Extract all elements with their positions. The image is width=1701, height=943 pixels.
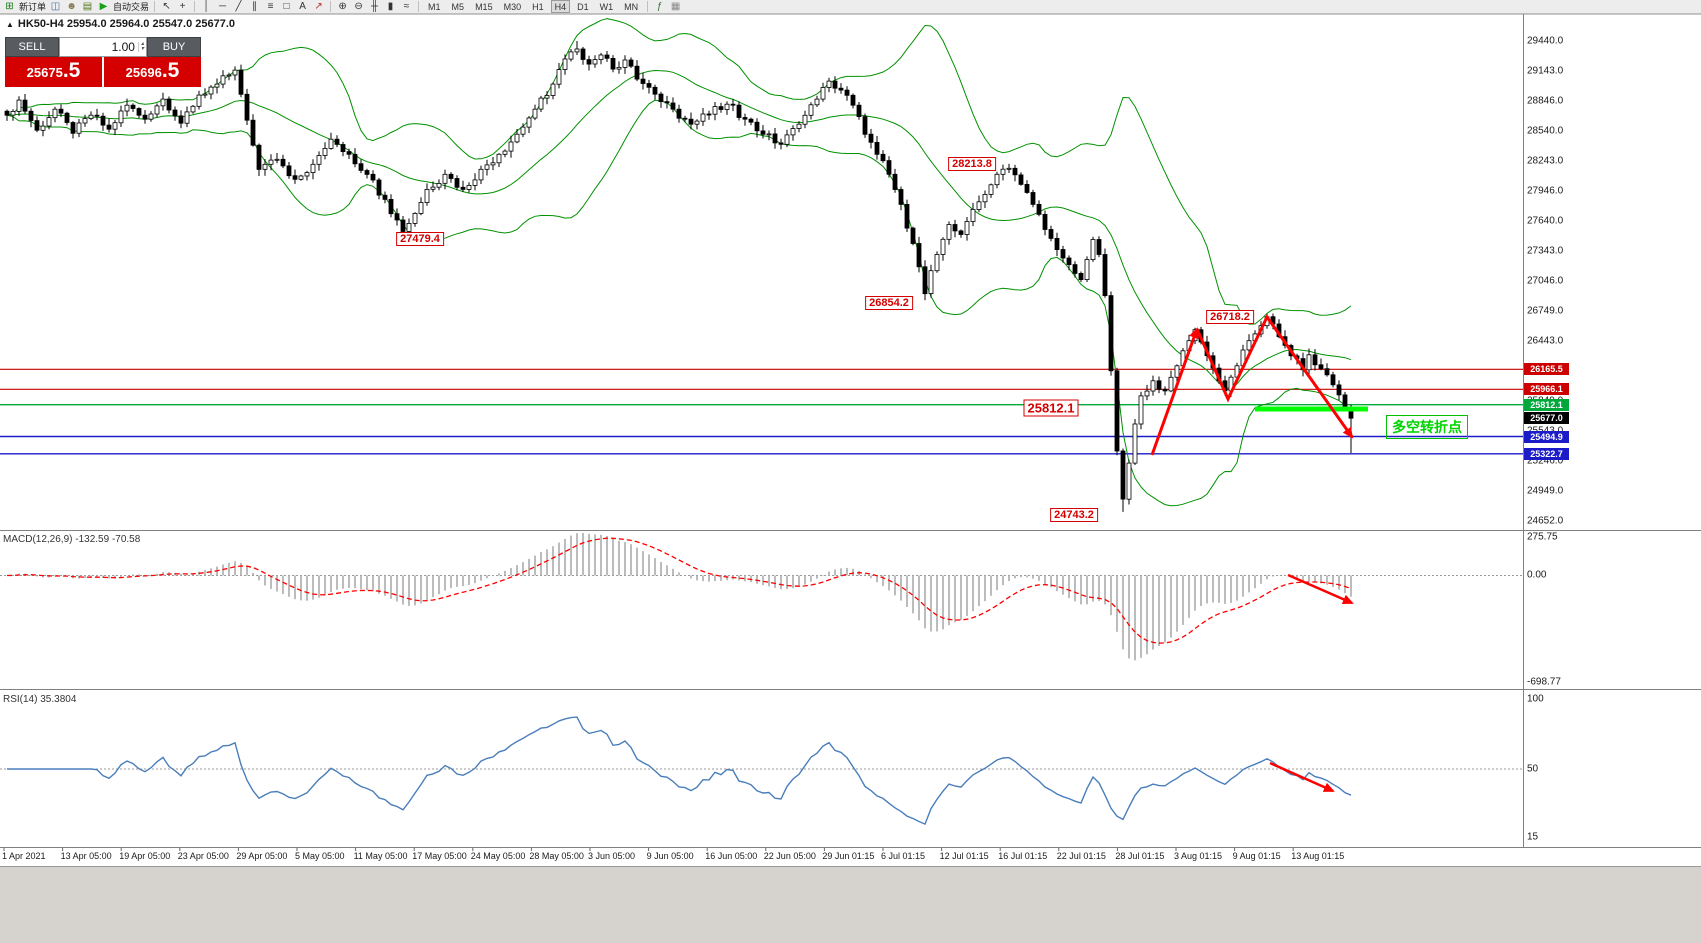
volume-down-icon[interactable]: ▾: [140, 46, 144, 52]
tf-M1[interactable]: M1: [428, 2, 441, 12]
trend-arrow-2: [1195, 314, 1354, 439]
symbol-info: ▲ HK50-H4 25954.0 25964.0 25547.0 25677.…: [6, 18, 235, 30]
volume-value: 1.00: [111, 40, 135, 54]
toolbar-separator: [647, 1, 649, 12]
new-order-label: 新订单: [19, 2, 47, 12]
symbol-marker-icon: ▲: [6, 19, 14, 29]
zoom-in-icon[interactable]: ⊕: [338, 1, 347, 12]
sell-price-main: 25675: [26, 65, 63, 80]
sell-price-button[interactable]: 25675.5: [5, 57, 102, 87]
buy-price-button[interactable]: 25696.5: [104, 57, 201, 87]
channel-icon[interactable]: ∥: [252, 1, 258, 12]
tf-D1[interactable]: D1: [577, 2, 589, 12]
trade-widget-top-row: SELL 1.00 ▴ ▾ BUY: [5, 37, 201, 57]
macd-histogram: [12, 533, 1352, 661]
new-order-icon[interactable]: ⊞: [5, 1, 14, 12]
bollinger-middle-band: [6, 69, 1352, 389]
tf-M15[interactable]: M15: [475, 2, 493, 12]
bollinger-upper-band: [6, 18, 1352, 325]
vline-icon[interactable]: │: [203, 1, 210, 12]
text-icon[interactable]: A: [299, 1, 306, 12]
crosshair-icon[interactable]: +: [179, 1, 186, 12]
zoom-out-icon[interactable]: ⊖: [354, 1, 363, 12]
window-background: [0, 866, 1701, 943]
arrow-tool-icon[interactable]: ↗: [314, 1, 323, 12]
rsi-trend-arrow: [1269, 761, 1335, 793]
sell-button[interactable]: SELL: [5, 37, 59, 57]
autotrading-label: 自动交易: [113, 2, 150, 12]
rsi-indicator-label: RSI(14) 35.3804: [3, 694, 77, 705]
volume-input[interactable]: 1.00 ▴ ▾: [59, 37, 147, 57]
autotrading-icon[interactable]: ▶: [99, 1, 108, 12]
candles-chart-icon[interactable]: ▮: [387, 1, 394, 12]
volume-up-icon[interactable]: ▴: [140, 41, 144, 47]
chart-windows-icon[interactable]: ◫: [50, 1, 61, 12]
toolbar-separator: [330, 1, 332, 12]
tf-M30[interactable]: M30: [503, 2, 522, 12]
candlesticks: [4, 41, 1354, 512]
one-click-trading-widget: SELL 1.00 ▴ ▾ BUY 25675.5 25696.5: [5, 37, 201, 87]
shapes-icon[interactable]: □: [283, 1, 290, 12]
buy-price-main: 25696: [125, 65, 162, 80]
line-chart-icon[interactable]: ≈: [403, 1, 410, 12]
buy-price-frac: .5: [161, 59, 180, 82]
template-icon[interactable]: ▦: [670, 1, 681, 12]
toolbar: ⊞ 新订单 ◫ ☻ ▤ ▶ 自动交易 ↖ + │ ─ ╱ ∥ ≡ □ A ↗ ⊕ ⊖ ╫ ▮ ≈ M1 M5 M15 M30 H1 H…: [0, 0, 1701, 14]
trendline-icon[interactable]: ╱: [235, 1, 242, 12]
rsi-line: [7, 716, 1352, 826]
bars-chart-icon[interactable]: ╫: [370, 1, 379, 12]
sell-price-frac: .5: [62, 59, 81, 82]
indicators-icon[interactable]: ƒ: [656, 1, 663, 12]
volume-stepper[interactable]: ▴ ▾: [137, 41, 144, 52]
cursor-icon[interactable]: ↖: [162, 1, 171, 12]
toolbar-separator: [194, 1, 196, 12]
profiles-icon[interactable]: ☻: [66, 1, 77, 12]
trade-widget-price-row: 25675.5 25696.5: [5, 57, 201, 87]
toolbar-separator: [418, 1, 420, 12]
tf-M5[interactable]: M5: [451, 2, 465, 12]
fibonacci-icon[interactable]: ≡: [267, 1, 274, 12]
bollinger-lower-band: [6, 99, 1352, 507]
macd-indicator-label: MACD(12,26,9) -132.59 -70.58: [3, 534, 141, 545]
symbol-ohlc-text: HK50-H4 25954.0 25964.0 25547.0 25677.0: [17, 18, 236, 30]
hline-icon[interactable]: ─: [218, 1, 227, 12]
macd-trend-arrow: [1287, 573, 1354, 605]
toolbar-separator: [154, 1, 156, 12]
tf-H4[interactable]: H4: [550, 0, 571, 13]
macd-signal-line: [6, 537, 1352, 644]
trend-arrow-1: [1150, 327, 1199, 456]
tf-H1[interactable]: H1: [532, 2, 544, 12]
tf-W1[interactable]: W1: [599, 2, 614, 12]
turning-point-label: 多空转折点: [1386, 415, 1468, 439]
tf-MN[interactable]: MN: [624, 2, 639, 12]
data-window-icon[interactable]: ▤: [82, 1, 93, 12]
buy-button[interactable]: BUY: [147, 37, 201, 57]
